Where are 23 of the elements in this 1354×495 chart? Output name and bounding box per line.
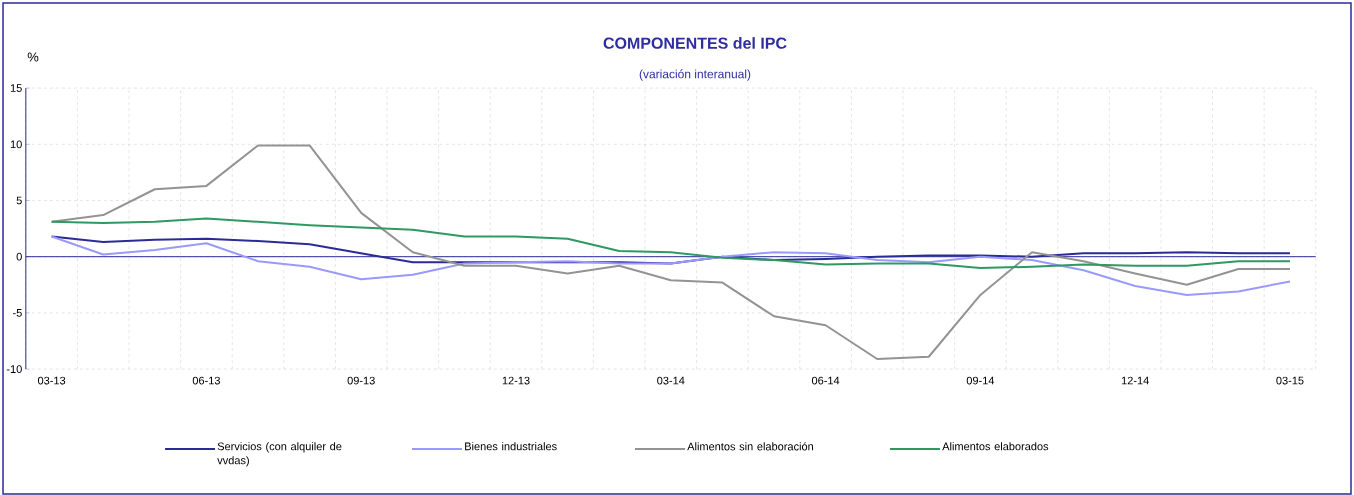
x-tick-label: 12-14 — [1121, 376, 1149, 385]
x-tick-label: 06-13 — [192, 376, 220, 385]
chart-subtitle: (variación interanual) — [639, 69, 751, 81]
x-tick-label: 03-13 — [37, 376, 66, 385]
y-tick-label: 10 — [10, 140, 22, 149]
x-tick-label: 06-14 — [811, 376, 840, 385]
y-tick-label: 15 — [10, 84, 22, 92]
y-tick-label: -10 — [6, 365, 22, 373]
legend-label: Servicios (con alquiler de vvdas) — [217, 442, 342, 467]
legend-label: Bienes industriales — [465, 442, 557, 451]
y-tick-label: 5 — [16, 196, 22, 205]
x-tick-label: 09-13 — [347, 376, 375, 385]
y-tick-label: 0 — [16, 252, 22, 261]
x-tick-label: 12-13 — [502, 376, 530, 385]
x-tick-label: 09-14 — [966, 376, 995, 385]
y-axis-title: % — [27, 52, 39, 62]
legend-label: Alimentos elaborados — [942, 442, 1049, 451]
x-tick-label: 03-14 — [657, 376, 685, 385]
legend-label: Alimentos sin elaboración — [687, 442, 814, 451]
chart-title: COMPONENTES del IPC — [603, 37, 787, 49]
y-tick-label: -5 — [12, 309, 22, 317]
x-tick-label: 03-15 — [1276, 376, 1304, 385]
line-series — [50, 235, 1291, 296]
